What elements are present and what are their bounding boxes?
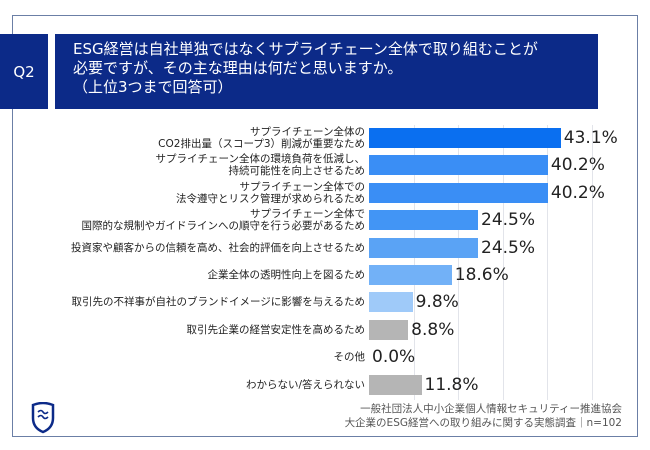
bar <box>369 265 452 285</box>
bar <box>369 210 479 231</box>
bar <box>369 319 409 340</box>
source-line-1: 一般社団法人中小企業個人情報セキュリティー推進協会 <box>360 403 622 415</box>
category-label: 取引先の不祥事が自社のブランドイメージに影響を与えるため <box>71 296 365 309</box>
category-label: サプライチェーン全体での 法令遵守とリスク管理が求められるため <box>176 180 365 205</box>
bar <box>369 292 413 313</box>
question-number: Q2 <box>0 34 48 109</box>
chart-frame <box>12 15 638 437</box>
category-label: わからない/答えられない <box>245 378 365 391</box>
value-label: 11.8% <box>424 374 479 395</box>
bar <box>369 374 422 395</box>
category-label: 企業全体の透明性向上を図るため <box>207 269 366 281</box>
source-line-2: 大企業のESG経営への取り組みに関する実態調査｜n=102 <box>344 417 622 429</box>
question-title: ESG経営は自社単独ではなくサプライチェーン全体で取り組むことが 必要ですが、そ… <box>55 34 598 109</box>
bar <box>369 237 479 258</box>
gridline <box>591 125 593 400</box>
value-label: 18.6% <box>454 265 509 285</box>
gridline <box>458 125 459 400</box>
value-label: 40.2% <box>550 155 605 176</box>
association-logo <box>31 402 55 434</box>
gridline <box>502 125 504 400</box>
category-label: 投資家や顧客からの信頼を高め、社会的評価を向上させるため <box>71 241 365 254</box>
value-label: 43.1% <box>563 128 618 148</box>
value-label: 24.5% <box>481 237 536 258</box>
gridline <box>413 125 415 400</box>
value-label: 8.8% <box>411 319 455 340</box>
bar <box>369 182 548 203</box>
source-note: 一般社団法人中小企業個人情報セキュリティー推進協会 大企業のESG経営への取り組… <box>345 402 622 430</box>
bar <box>369 155 548 176</box>
category-label: その他 <box>333 351 366 364</box>
bar <box>369 128 561 148</box>
category-label: サプライチェーン全体の CO2排出量（スコープ3）削減が重要なため <box>158 126 365 150</box>
value-label: 0.0% <box>372 347 416 368</box>
category-label: 取引先企業の経営安定性を高めるため <box>186 323 366 336</box>
value-label: 24.5% <box>481 210 536 231</box>
value-label: 40.2% <box>550 182 605 203</box>
value-label: 9.8% <box>415 292 459 313</box>
category-label: サプライチェーン全体の環境負荷を低減し、 持続可能性を向上させるため <box>155 153 365 178</box>
category-label: サプライチェーン全体で 国際的な規制やガイドラインへの順守を行う必要があるため <box>81 208 366 233</box>
gridline <box>547 125 548 400</box>
